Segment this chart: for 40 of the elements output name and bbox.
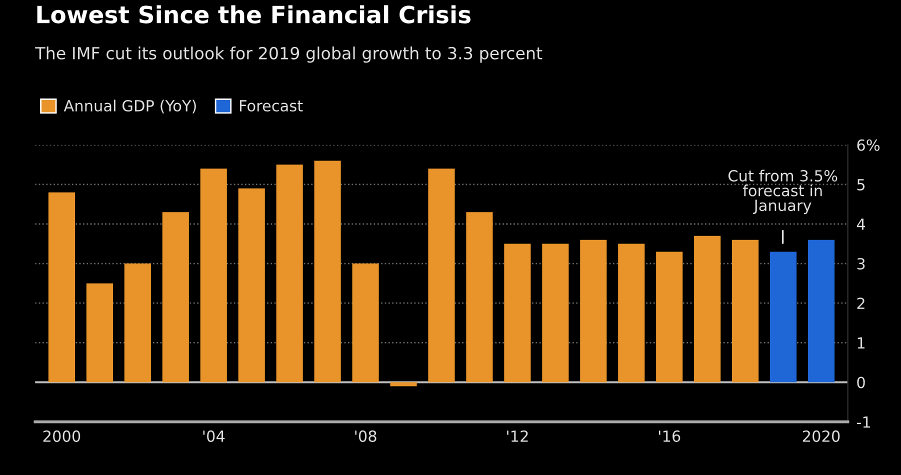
bar [694, 236, 721, 382]
bar [276, 164, 303, 382]
x-tick-label: 2020 [802, 430, 840, 442]
bar [428, 168, 455, 382]
bar [656, 252, 683, 382]
y-tick-label: 1 [858, 337, 864, 348]
bar [580, 240, 607, 382]
bar [200, 168, 227, 382]
y-tick-label: 2 [857, 298, 864, 309]
bar [390, 382, 417, 386]
bar [238, 188, 265, 382]
bar [124, 264, 151, 382]
bar [314, 160, 341, 382]
bar [618, 244, 645, 382]
y-tick-label: 3 [857, 258, 865, 270]
bar [504, 244, 531, 382]
bar [352, 264, 379, 382]
legend-label: Forecast [240, 100, 303, 112]
bar [86, 283, 113, 382]
legend-label: Annual GDP (YoY) [64, 100, 196, 114]
bar [808, 240, 835, 382]
bar [466, 212, 493, 382]
chart-title: Lowest Since the Financial Crisis [37, 5, 471, 24]
x-tick-label: '12 [507, 430, 528, 442]
x-tick-label: '08 [355, 430, 376, 442]
y-tick-label: 5 [857, 179, 865, 190]
bar [770, 252, 797, 382]
y-tick-label: 4 [856, 218, 866, 230]
y-tick-label: -1 [856, 416, 870, 428]
y-tick-label: 6% [857, 139, 880, 151]
chart-subtitle: The IMF cut its outlook for 2019 global growth to 3.3 percent [35, 46, 542, 63]
y-tick-label: 0 [857, 376, 865, 388]
x-tick-label: '16 [659, 430, 680, 442]
bar [48, 192, 76, 382]
bar [542, 244, 569, 382]
x-tick-label: '04 [203, 430, 225, 442]
x-tick-label: 2000 [43, 430, 80, 442]
annotation: Cut from 3.5% forecast in January [728, 170, 838, 214]
bar [162, 212, 189, 382]
bar [732, 240, 759, 382]
